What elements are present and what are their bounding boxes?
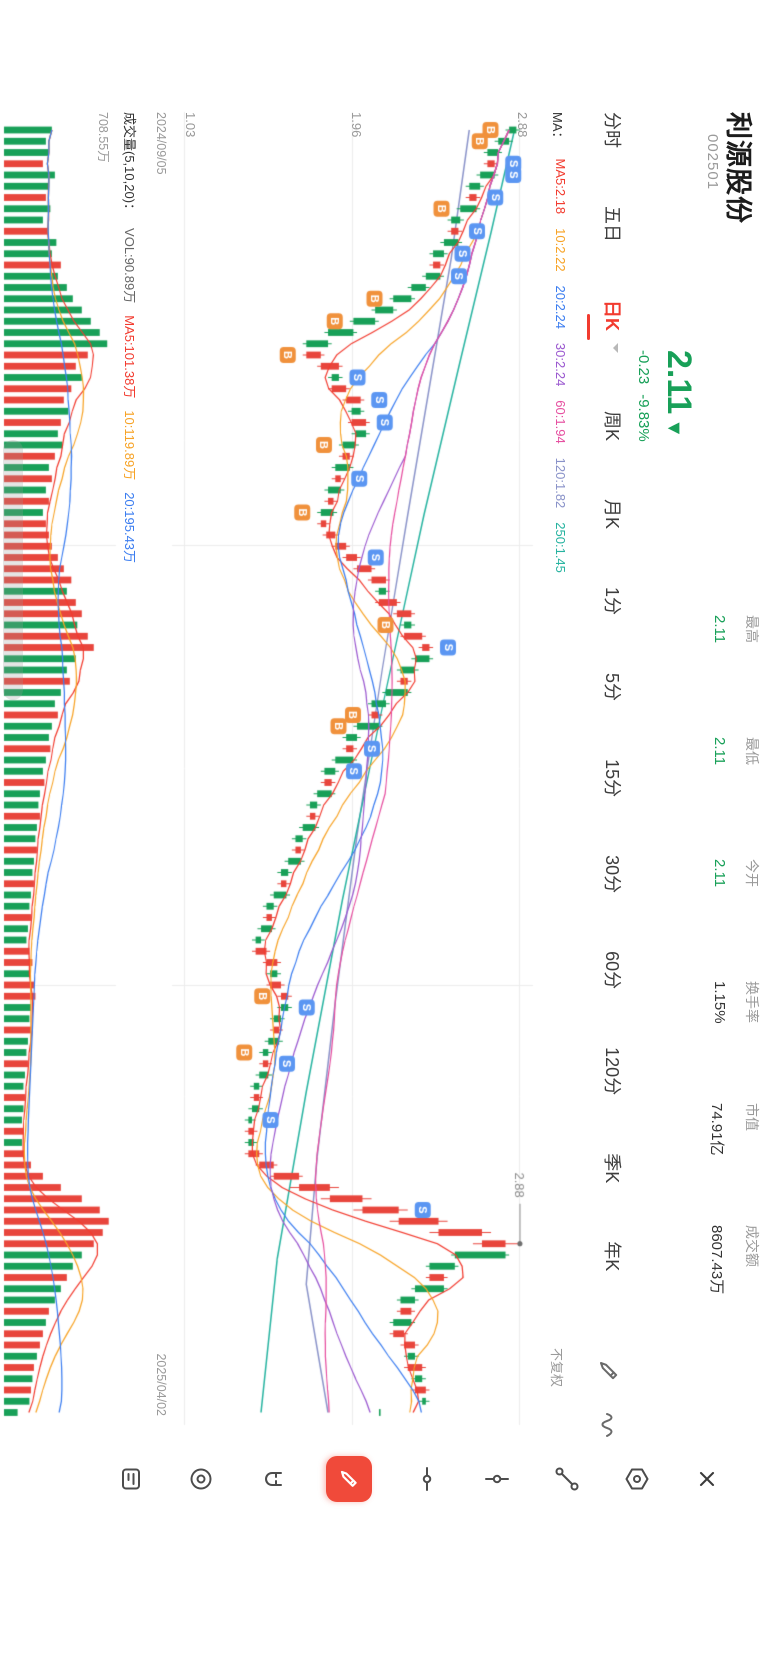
stock-name: 利源股份 [723, 112, 753, 224]
vertical-line-tool-icon[interactable] [482, 1464, 512, 1494]
volume-legend-prefix: 成交量(5,10,20)： [122, 112, 137, 217]
trend-line-tool-icon[interactable] [552, 1464, 582, 1494]
tab-period-0[interactable]: 分时 [602, 112, 622, 148]
volume-legend-token-2: 10:119.89万 [122, 410, 137, 481]
volume-legend-token-1: MA5:101.38万 [122, 315, 137, 399]
stock-code: 002501 [704, 134, 721, 191]
ma-legend-token-1: 10:2.22 [553, 228, 568, 272]
header-stats: 最高 2.11 最低 2.11 今开 2.11 换手率 1.15% 市值 74.91亿成交额 860… [707, 615, 762, 1294]
stat-5: 成交额 8607.43万 [708, 1225, 760, 1295]
ma-legend-token-5: 120:1.82 [553, 457, 568, 509]
change-value: -0.23 [635, 350, 652, 385]
volume-legend-token-0: VOL:90.89万 [122, 228, 137, 304]
stat-0: 最高 2.11 [711, 615, 760, 644]
x-axis-date-start: 2024/09/05 [154, 112, 168, 175]
magnet-tool-icon[interactable] [256, 1464, 286, 1494]
tab-period-5[interactable]: 1分 [602, 587, 622, 616]
tab-period-1[interactable]: 五日 [602, 206, 622, 242]
y-axis-label-mid: 1.96 [349, 112, 364, 138]
tab-period-11[interactable]: 季K [602, 1153, 622, 1184]
x-axis-date-end: 2025/04/02 [154, 1353, 168, 1416]
drawing-toolbar [116, 1444, 722, 1514]
current-price: 2.11 ▼ [659, 350, 698, 438]
ma-legend-token-2: 20:2.24 [553, 285, 568, 329]
ma-legend: MA： MA5:2.18 10:2.22 20:2.24 30:2.24 60:1.94 1… [549, 112, 568, 573]
draw-icon[interactable] [596, 1358, 622, 1384]
volume-legend: 成交量(5,10,20)： VOL:90.89万 MA5:101.38万 10:119… [121, 112, 140, 563]
point-line-tool-icon[interactable] [412, 1464, 442, 1494]
tab-period-9[interactable]: 60分 [602, 951, 622, 990]
tab-period-3[interactable]: 周K [602, 411, 622, 442]
notes-tool-icon[interactable] [116, 1464, 146, 1494]
ma-legend-token-4: 60:1.94 [553, 400, 568, 444]
target-tool-icon[interactable] [186, 1464, 216, 1494]
chevron-down-icon[interactable] [608, 343, 618, 353]
stat-1: 最低 2.11 [711, 737, 760, 766]
y-axis-label-top: 2.88 [515, 112, 530, 138]
tab-period-7[interactable]: 15分 [602, 759, 622, 798]
volume-legend-token-3: 20:195.43万 [122, 492, 137, 564]
tab-period-4[interactable]: 月K [602, 499, 622, 530]
volume-axis-max-label: 708.55万 [96, 112, 110, 163]
price-value: 2.11 [660, 350, 698, 415]
stat-4: 市值 74.91亿 [708, 1103, 760, 1156]
indicator-wave-icon[interactable] [596, 1412, 622, 1438]
tab-period-12[interactable]: 年K [602, 1241, 622, 1272]
adjust-mode-button[interactable]: 不复权 [549, 1348, 564, 1388]
close-icon[interactable] [692, 1464, 722, 1494]
stat-3: 换手率 1.15% [711, 981, 760, 1024]
tab-period-10[interactable]: 120分 [602, 1047, 622, 1096]
shape-tool-icon[interactable] [622, 1464, 652, 1494]
stat-2: 今开 2.11 [711, 859, 760, 888]
tab-period-6[interactable]: 5分 [602, 673, 622, 702]
ma-legend-prefix: MA： [550, 112, 565, 145]
tab-period-2[interactable]: 日K [600, 300, 626, 353]
y-axis-label-bottom: 1.03 [183, 112, 198, 138]
ma-legend-token-3: 30:2.24 [553, 342, 568, 387]
period-tabbar: 分时五日日K 周K 月K 1分 5分 15分 30分 60分 120分季K 年K [600, 112, 626, 1271]
price-down-arrow-icon: ▼ [663, 418, 685, 439]
draw-tool-button-active[interactable] [326, 1456, 372, 1502]
ma-legend-token-6: 250:1.45 [553, 522, 568, 573]
chart-scrollbar[interactable] [3, 440, 23, 700]
tab-period-8[interactable]: 30分 [602, 855, 622, 894]
change-percent: -9.83% [635, 394, 652, 442]
ma-legend-token-0: MA5:2.18 [553, 158, 568, 215]
price-change: -0.23 -9.83% [635, 350, 652, 452]
